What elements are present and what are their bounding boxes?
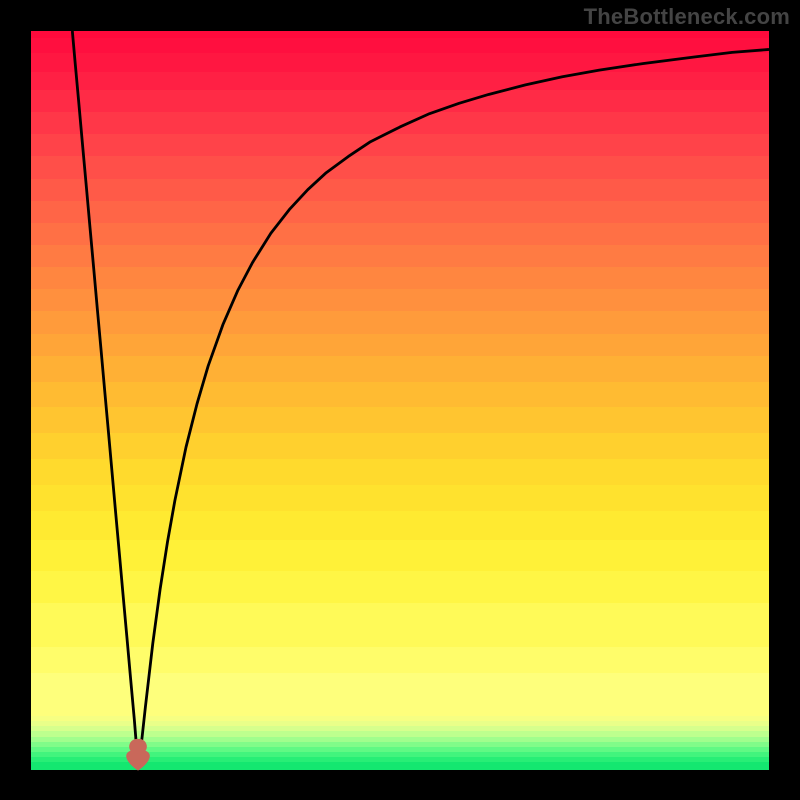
bottleneck-curve [72,31,769,760]
curve-overlay [0,0,800,800]
heart-marker-icon [127,739,150,770]
chart-container: TheBottleneck.com [0,0,800,800]
watermark-text: TheBottleneck.com [584,4,790,30]
